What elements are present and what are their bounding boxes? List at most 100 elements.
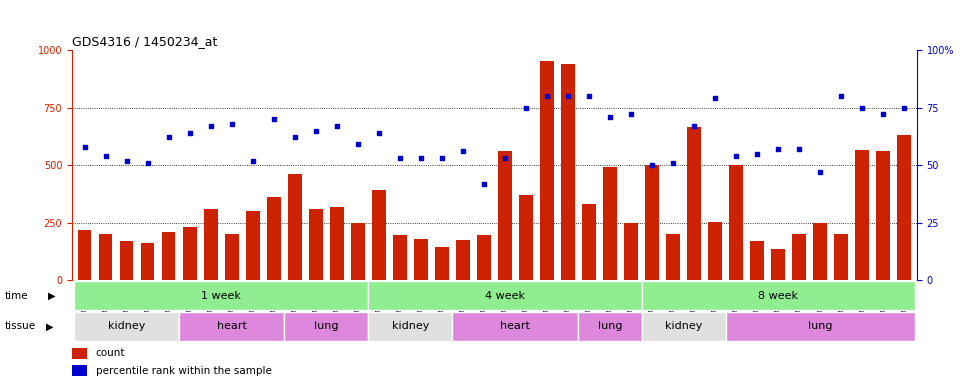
Point <box>497 155 513 161</box>
Bar <box>540 61 554 280</box>
Bar <box>624 223 637 280</box>
Bar <box>641 281 915 310</box>
Point <box>582 93 597 99</box>
Bar <box>74 312 180 341</box>
Bar <box>519 195 533 280</box>
Bar <box>246 211 259 280</box>
Bar <box>162 232 176 280</box>
Bar <box>726 312 915 341</box>
Bar <box>751 241 764 280</box>
Point <box>182 130 198 136</box>
Bar <box>414 239 427 280</box>
Point <box>686 123 702 129</box>
Point <box>287 134 302 141</box>
Point <box>854 104 870 111</box>
Text: kidney: kidney <box>665 321 702 331</box>
Bar <box>393 235 407 280</box>
Point <box>392 155 407 161</box>
Point <box>308 127 324 134</box>
Bar <box>351 223 365 280</box>
Bar <box>120 241 133 280</box>
Point <box>708 95 723 101</box>
Bar <box>99 234 112 280</box>
Bar <box>225 234 238 280</box>
Text: ▶: ▶ <box>46 321 54 331</box>
Point <box>434 155 449 161</box>
Point <box>665 160 681 166</box>
Bar <box>603 167 617 280</box>
Bar <box>855 150 869 280</box>
Bar <box>284 312 369 341</box>
Point <box>329 123 345 129</box>
Text: heart: heart <box>500 321 530 331</box>
Bar <box>562 64 575 280</box>
Point <box>455 148 470 154</box>
Bar <box>708 222 722 280</box>
Bar <box>78 230 91 280</box>
Bar <box>204 209 218 280</box>
Point <box>771 146 786 152</box>
Point <box>119 157 134 164</box>
Point <box>413 155 428 161</box>
Text: ▶: ▶ <box>48 291 56 301</box>
Bar <box>369 312 452 341</box>
Point <box>750 151 765 157</box>
Bar <box>641 312 726 341</box>
Point <box>245 157 260 164</box>
Bar <box>452 312 579 341</box>
Point <box>161 134 177 141</box>
Text: percentile rank within the sample: percentile rank within the sample <box>96 366 272 376</box>
Point <box>812 169 828 175</box>
Bar <box>898 135 911 280</box>
Text: lung: lung <box>808 321 832 331</box>
Text: lung: lung <box>598 321 622 331</box>
Text: kidney: kidney <box>108 321 145 331</box>
Point <box>644 162 660 168</box>
Point <box>602 114 617 120</box>
Bar <box>666 234 680 280</box>
Bar <box>792 234 806 280</box>
Bar <box>687 127 701 280</box>
Bar <box>309 209 323 280</box>
Bar <box>579 312 641 341</box>
Bar <box>582 204 596 280</box>
Point <box>518 104 534 111</box>
Point <box>224 121 239 127</box>
Point <box>77 144 92 150</box>
Bar <box>771 249 785 280</box>
Text: heart: heart <box>217 321 247 331</box>
Bar <box>498 151 512 280</box>
Bar <box>876 151 890 280</box>
Point <box>540 93 555 99</box>
Point <box>140 160 156 166</box>
Bar <box>330 207 344 280</box>
Point <box>729 153 744 159</box>
Bar <box>288 174 301 280</box>
Text: 4 week: 4 week <box>485 291 525 301</box>
Bar <box>180 312 284 341</box>
Point <box>897 104 912 111</box>
Bar <box>372 190 386 280</box>
Text: time: time <box>5 291 29 301</box>
Text: count: count <box>96 348 125 358</box>
Text: kidney: kidney <box>392 321 429 331</box>
Point <box>98 153 113 159</box>
Bar <box>72 365 87 376</box>
Text: tissue: tissue <box>5 321 36 331</box>
Point <box>266 116 281 122</box>
Point <box>876 111 891 118</box>
Point <box>623 111 638 118</box>
Text: 1 week: 1 week <box>202 291 241 301</box>
Text: 8 week: 8 week <box>758 291 798 301</box>
Bar <box>834 234 848 280</box>
Text: lung: lung <box>314 321 339 331</box>
Point <box>203 123 218 129</box>
Bar <box>435 247 448 280</box>
Point <box>561 93 576 99</box>
Point <box>791 146 806 152</box>
Bar <box>267 197 280 280</box>
Bar <box>72 348 87 359</box>
Bar <box>74 281 369 310</box>
Bar <box>645 165 659 280</box>
Bar <box>730 165 743 280</box>
